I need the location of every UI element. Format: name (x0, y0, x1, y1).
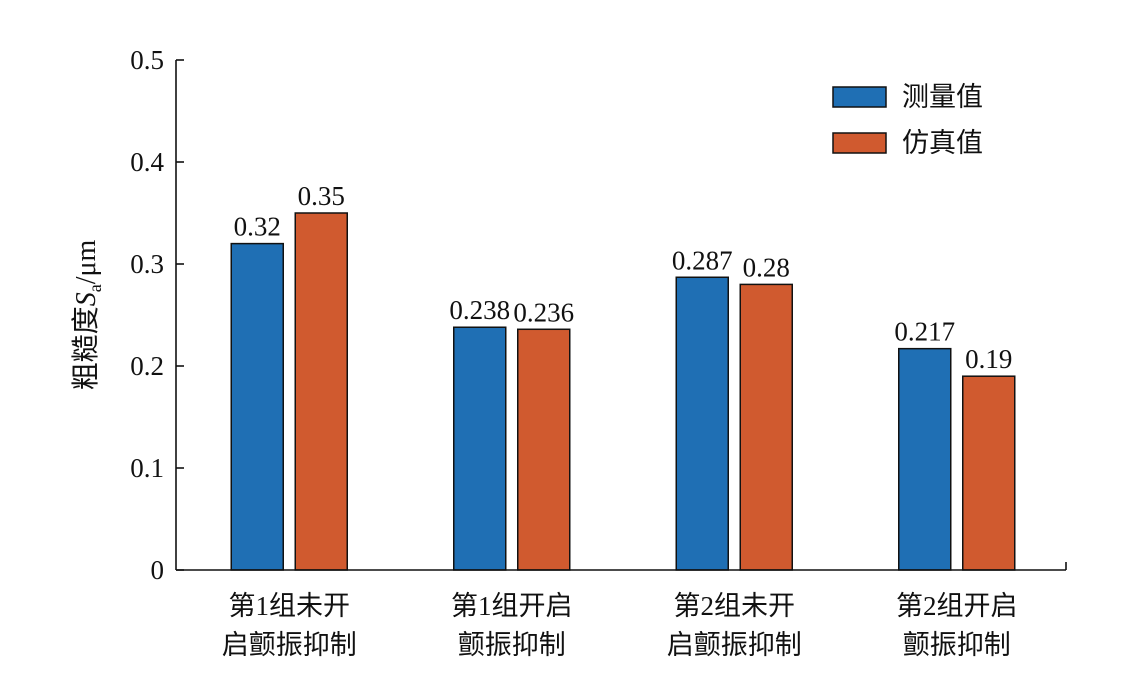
x-category-label: 启颤振抑制 (667, 630, 802, 660)
bar (453, 326, 507, 571)
y-tick-label: 0 (151, 555, 165, 585)
data-label: 0.238 (449, 295, 510, 325)
data-label: 0.32 (234, 212, 281, 242)
data-label: 0.19 (965, 344, 1012, 374)
y-tick-label: 0.5 (130, 45, 164, 75)
bar (230, 242, 284, 571)
x-category-label: 第1组开启 (451, 591, 573, 621)
data-label: 0.217 (894, 317, 955, 347)
bar (898, 347, 952, 571)
data-labels: 0.32 0.35 0.238 0.236 0.287 0.28 0.217 0.19 (234, 181, 1013, 374)
y-axis-title: 粗糙度Sa/μm (70, 239, 105, 390)
x-category-label: 启颤振抑制 (222, 630, 357, 660)
x-category-label: 颤振抑制 (903, 630, 1011, 660)
bar (962, 375, 1016, 571)
y-tick-label: 0.3 (130, 249, 164, 279)
y-tick-label: 0.1 (130, 453, 164, 483)
y-tick-label: 0.2 (130, 351, 164, 381)
legend-swatch (832, 86, 887, 108)
legend-label: 测量值 (902, 82, 983, 112)
y-axis-title-subscript: a (85, 284, 105, 292)
data-label: 0.28 (743, 252, 790, 282)
x-category-label: 第2组未开 (674, 591, 796, 621)
bar (739, 283, 793, 571)
y-axis-title-main: 粗糙度 (70, 306, 102, 390)
y-axis-title-symbol: S (71, 292, 102, 306)
data-label: 0.236 (513, 297, 574, 327)
bar (294, 212, 348, 571)
y-axis-title-unit: /μm (71, 239, 102, 284)
legend-swatch (832, 132, 887, 154)
y-tick-label: 0.4 (130, 147, 164, 177)
legend-label: 仿真值 (902, 128, 983, 158)
bars (230, 212, 1016, 571)
data-label: 0.287 (672, 245, 733, 275)
data-label: 0.35 (298, 181, 345, 211)
bar (675, 276, 729, 571)
x-category-label: 第2组开启 (896, 591, 1018, 621)
x-category-label: 第1组未开 (229, 591, 351, 621)
x-category-label: 颤振抑制 (458, 630, 566, 660)
bar (517, 328, 571, 571)
y-axis-ticks: 0 0.1 0.2 0.3 0.4 0.5 (130, 45, 1067, 585)
